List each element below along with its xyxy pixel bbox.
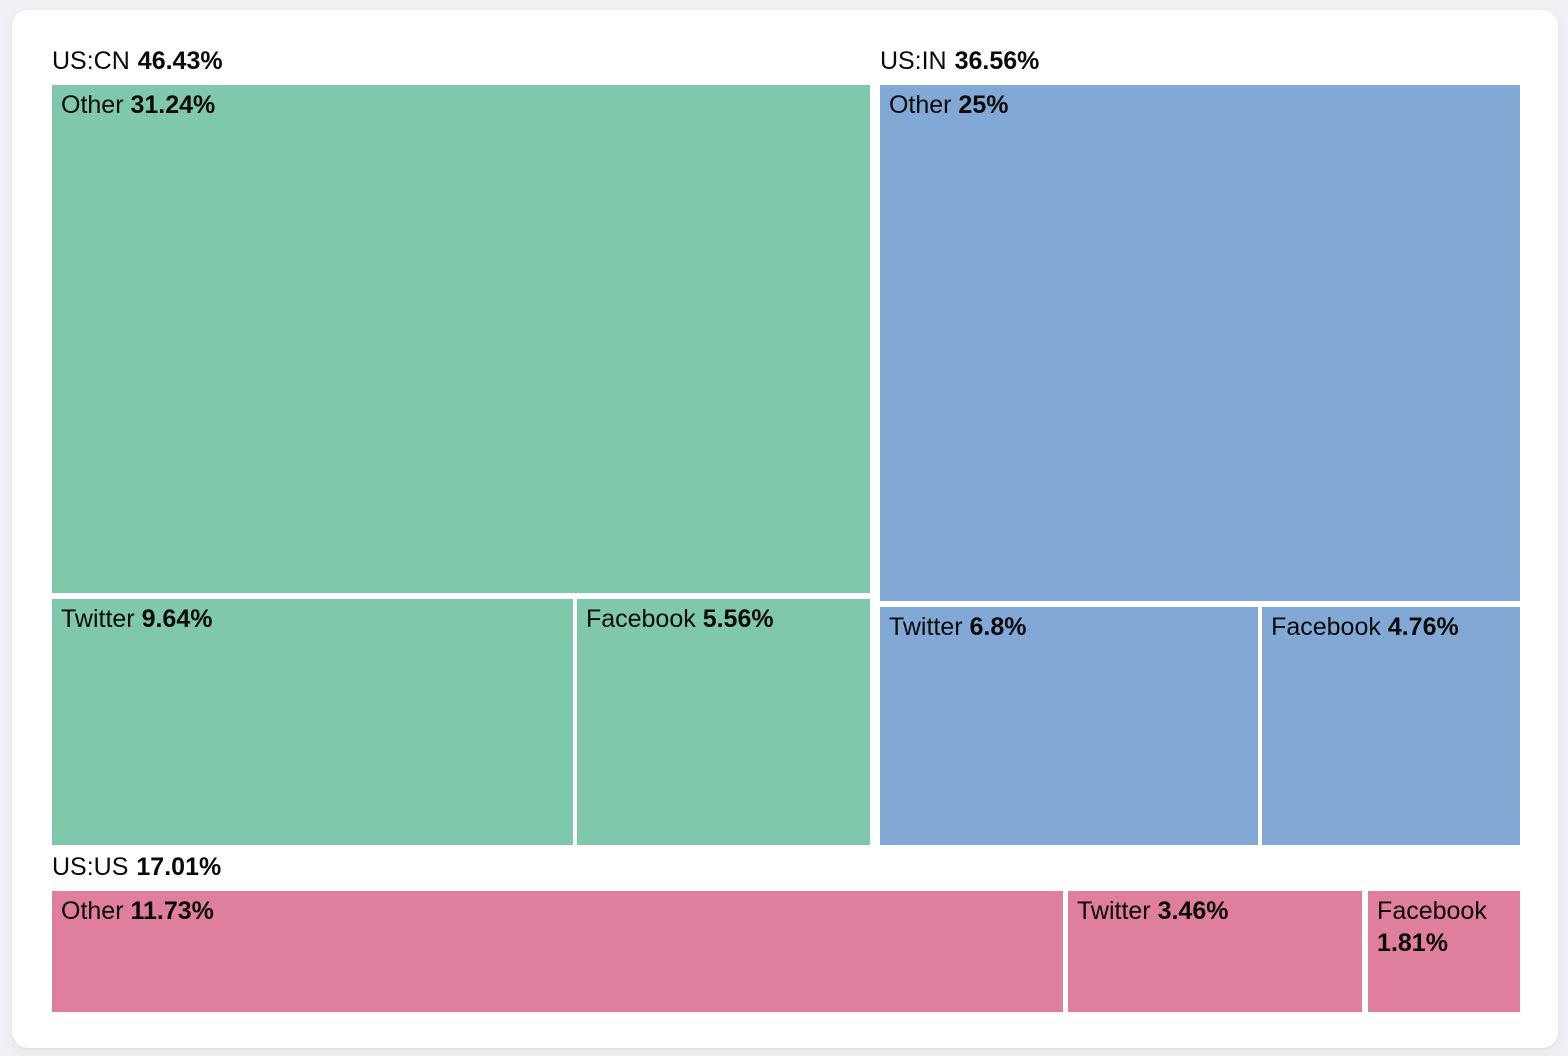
tile-value: 9.64% xyxy=(141,604,213,633)
treemap-tile-us-us-twitter[interactable]: Twitter 3.46% xyxy=(1068,890,1363,1012)
group-value: 17.01% xyxy=(136,852,222,881)
group-name: US:IN xyxy=(879,47,947,75)
group-name: US:US xyxy=(52,852,129,881)
treemap-tile-us-in-facebook[interactable]: Facebook 4.76% xyxy=(1262,606,1520,845)
tile-value: 5.56% xyxy=(702,604,774,633)
tile-value: 25% xyxy=(958,91,1009,119)
treemap-chart: US:CN 46.43% Other 31.24% Twitter 9.64% … xyxy=(52,40,1520,1012)
tile-label: Facebook xyxy=(1377,896,1487,925)
group-value: 46.43% xyxy=(137,47,223,75)
tile-value: 1.81% xyxy=(1377,929,1448,958)
tile-label: Other xyxy=(61,91,124,119)
tile-value: 3.46% xyxy=(1157,896,1229,925)
tile-value: 4.76% xyxy=(1387,612,1459,641)
tile-label: Facebook xyxy=(1271,612,1381,641)
treemap-tile-us-us-other[interactable]: Other 11.73% xyxy=(52,890,1063,1012)
tile-value: 6.8% xyxy=(969,612,1027,641)
treemap-tile-us-cn-facebook[interactable]: Facebook 5.56% xyxy=(576,598,870,845)
tile-label: Twitter xyxy=(888,612,963,641)
group-value: 36.56% xyxy=(954,47,1040,75)
group-label-us-in: US:IN 36.56% xyxy=(880,41,1039,85)
treemap-tile-us-cn-twitter[interactable]: Twitter 9.64% xyxy=(52,598,573,845)
tile-label: Other xyxy=(61,896,124,925)
treemap-tile-us-in-twitter[interactable]: Twitter 6.8% xyxy=(879,606,1258,845)
treemap-tile-us-cn-other[interactable]: Other 31.24% xyxy=(52,85,870,593)
tile-label: Twitter xyxy=(1077,896,1151,925)
group-name: US:CN xyxy=(52,47,130,75)
treemap-tile-us-us-facebook[interactable]: Facebook 1.81% xyxy=(1368,890,1520,1012)
group-label-us-us: US:US 17.01% xyxy=(52,847,221,891)
tile-label: Twitter xyxy=(61,604,135,633)
tile-label: Facebook xyxy=(585,604,696,633)
tile-value: 11.73% xyxy=(130,896,214,925)
chart-card: US:CN 46.43% Other 31.24% Twitter 9.64% … xyxy=(12,10,1558,1048)
tile-label: Other xyxy=(888,91,952,119)
tile-value: 31.24% xyxy=(130,91,216,119)
group-label-us-cn: US:CN 46.43% xyxy=(52,41,223,85)
treemap-tile-us-in-other[interactable]: Other 25% xyxy=(879,85,1520,602)
